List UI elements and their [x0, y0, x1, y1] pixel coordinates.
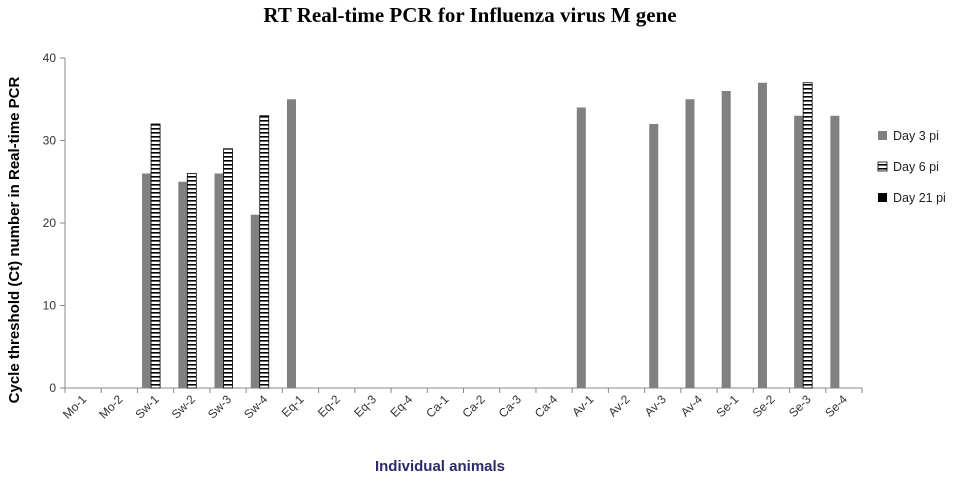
x-axis-title: Individual animals: [375, 458, 505, 475]
legend-swatch: [878, 131, 887, 140]
x-tick-label: Eq-1: [279, 392, 307, 420]
x-tick-label: Se-4: [822, 392, 850, 420]
x-tick-label: Av-3: [642, 392, 669, 419]
x-tick-label: Av-4: [678, 392, 705, 419]
x-tick-label: Sw-1: [132, 392, 161, 421]
bar-day-3-pi: [250, 214, 260, 388]
y-axis-title: Cycle threshold (Ct) number in Real-time…: [6, 76, 23, 403]
y-tick-label: 10: [43, 299, 57, 313]
x-tick-label: Mo-1: [60, 392, 89, 421]
y-tick-label: 0: [49, 381, 56, 395]
legend: Day 3 pi Day 6 pi Day 21 pi: [877, 129, 946, 205]
x-tick-label: Se-3: [786, 392, 814, 420]
legend-swatch: [877, 161, 888, 172]
x-tick-label: Ca-4: [532, 392, 561, 421]
bar-day-3-pi: [685, 99, 695, 388]
bar-day-6-pi: [223, 148, 233, 389]
x-tick-label: Ca-3: [496, 392, 525, 421]
x-tick-label: Ca-1: [423, 392, 452, 421]
legend-label: Day 21 pi: [893, 191, 946, 205]
bar-day-3-pi: [794, 115, 804, 388]
legend-label: Day 6 pi: [893, 160, 939, 174]
legend-label: Day 3 pi: [893, 129, 939, 143]
x-tick-label: Sw-2: [169, 392, 198, 421]
y-tick-label: 20: [43, 216, 57, 230]
x-tick-label: Sw-3: [205, 392, 234, 421]
bar-day-3-pi: [649, 124, 659, 388]
x-tick-label: Ca-2: [459, 392, 488, 421]
bar-day-3-pi: [576, 107, 586, 388]
x-tick-label: Se-2: [750, 392, 778, 420]
bar-day-6-pi: [802, 82, 813, 389]
x-tick-label: Sw-4: [241, 392, 270, 421]
bar-day-3-pi: [830, 115, 840, 388]
x-tick-label: Mo-2: [96, 392, 125, 421]
y-tick-label: 30: [43, 134, 57, 148]
bar-day-6-pi: [150, 123, 161, 389]
bar-day-3-pi: [721, 91, 731, 388]
chart-title: RT Real-time PCR for Influenza virus M g…: [263, 3, 676, 27]
x-tick-label: Eq-2: [315, 392, 343, 420]
bar-day-6-pi: [259, 115, 270, 389]
x-tick-label: Av-1: [569, 392, 596, 419]
bar-day-3-pi: [286, 99, 296, 388]
x-tick-label: Se-1: [713, 392, 741, 420]
bar-day-6-pi: [186, 173, 197, 389]
bar-day-3-pi: [757, 82, 767, 388]
legend-swatch: [878, 193, 887, 202]
x-tick-label: Eq-4: [387, 392, 415, 420]
x-tick-label: Eq-3: [351, 392, 379, 420]
bar-day-3-pi: [214, 173, 224, 388]
bar-day-3-pi: [142, 173, 152, 388]
x-tick-label: Av-2: [605, 392, 632, 419]
bar-day-3-pi: [178, 181, 188, 388]
y-tick-label: 40: [43, 51, 57, 65]
